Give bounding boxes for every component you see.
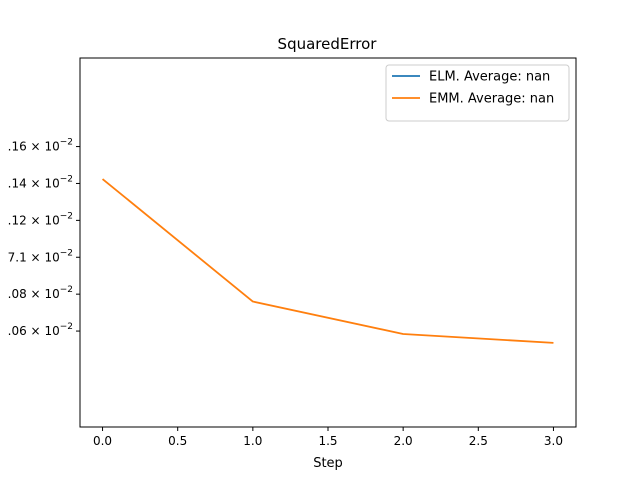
y-tick-label: .16 × 10−2 xyxy=(8,138,73,154)
legend: ELM. Average: nan EMM. Average: nan xyxy=(385,64,570,122)
y-tick-mantissa: 7.1 × xyxy=(8,250,45,264)
y-tick-base: 10 xyxy=(44,140,59,154)
x-tick-label: 0.5 xyxy=(168,434,187,448)
legend-label-1: EMM. Average: nan xyxy=(429,92,554,107)
x-axis: 0.0 0.5 1.0 1.5 2.0 2.5 3.0 xyxy=(93,427,563,448)
y-tick-mantissa: .06 × xyxy=(8,324,45,338)
legend-box xyxy=(385,64,570,122)
y-tick-base: 10 xyxy=(44,213,59,227)
series-line-1 xyxy=(101,178,554,344)
y-tick-label: 7.1 × 10−2 xyxy=(8,248,73,264)
series-group xyxy=(101,178,554,344)
chart-title: SquaredError xyxy=(278,35,378,53)
y-axis: .06 × 10−2.08 × 10−27.1 × 10−2.12 × 10−2… xyxy=(8,138,80,338)
y-tick-base: 10 xyxy=(44,324,59,338)
legend-label-0: ELM. Average: nan xyxy=(429,70,550,85)
y-tick-exponent: −2 xyxy=(60,138,73,148)
y-tick-exponent: −2 xyxy=(60,322,73,332)
y-tick-label: .08 × 10−2 xyxy=(8,285,73,301)
y-tick-exponent: −2 xyxy=(60,248,73,258)
x-tick-label: 2.5 xyxy=(469,434,488,448)
y-tick-label: .06 × 10−2 xyxy=(8,322,73,338)
y-tick-mantissa: .12 × xyxy=(8,213,45,227)
y-tick-exponent: −2 xyxy=(60,174,73,184)
y-tick-base: 10 xyxy=(44,287,59,301)
y-tick-mantissa: .08 × xyxy=(8,287,45,301)
x-tick-label: 2.0 xyxy=(394,434,413,448)
y-tick-exponent: −2 xyxy=(60,285,73,295)
x-tick-label: 1.5 xyxy=(318,434,337,448)
y-tick-label: .14 × 10−2 xyxy=(8,174,73,190)
y-tick-label: .12 × 10−2 xyxy=(8,211,73,227)
y-tick-exponent: −2 xyxy=(60,211,73,221)
y-tick-base: 10 xyxy=(44,176,59,190)
y-tick-base: 10 xyxy=(44,250,59,264)
x-tick-label: 3.0 xyxy=(544,434,563,448)
x-tick-label: 1.0 xyxy=(243,434,262,448)
x-axis-label: Step xyxy=(313,456,343,471)
y-tick-mantissa: .14 × xyxy=(8,176,45,190)
x-tick-label: 0.0 xyxy=(93,434,112,448)
y-tick-mantissa: .16 × xyxy=(8,140,45,154)
